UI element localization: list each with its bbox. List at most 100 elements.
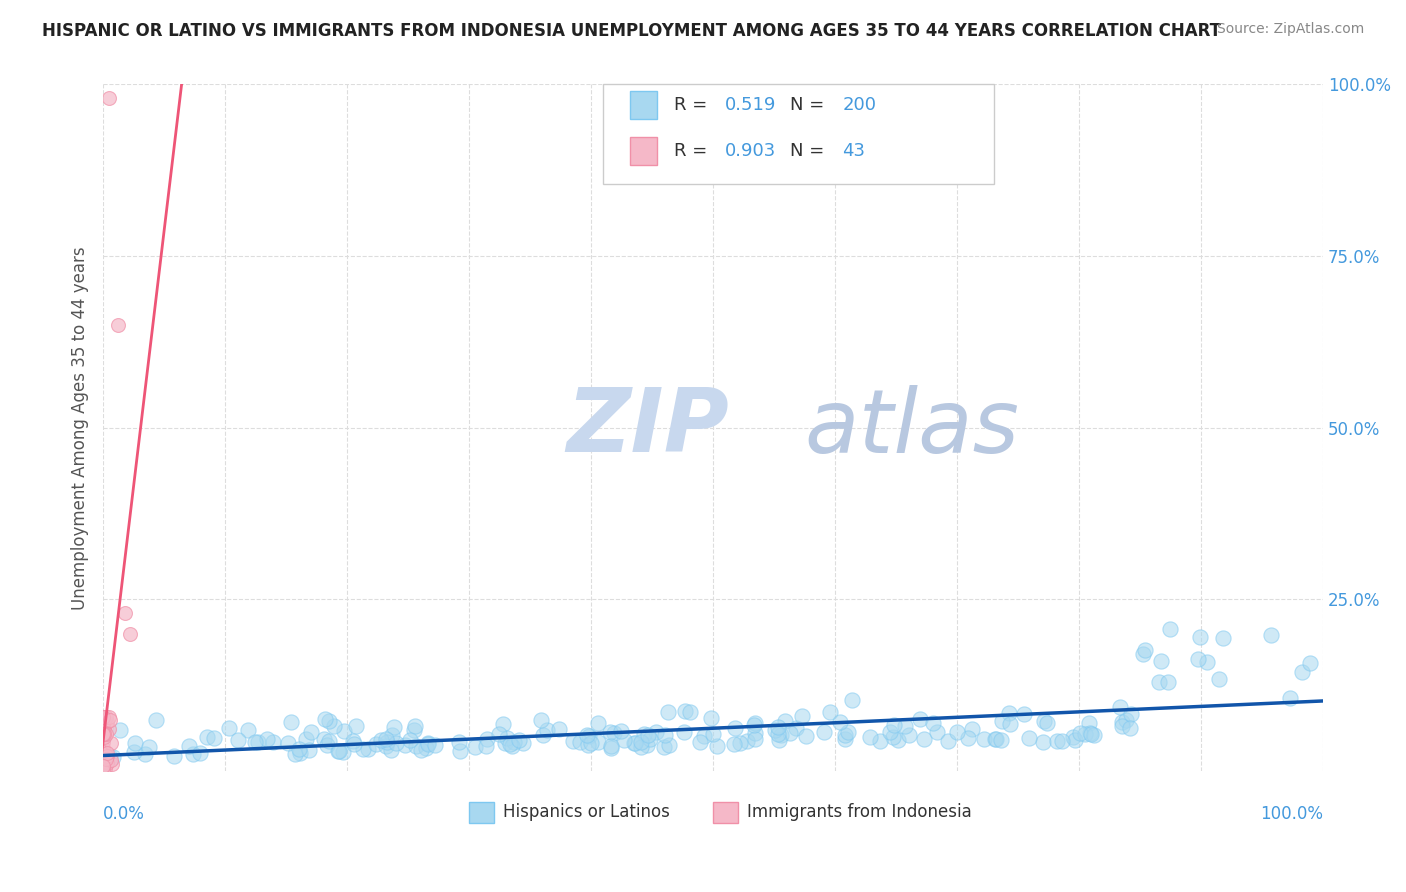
Point	[100, 753, 122, 767]
Point	[785, 722, 807, 736]
Point	[1197, 655, 1219, 669]
Point	[474, 739, 496, 754]
Point	[766, 727, 789, 741]
Point	[779, 726, 801, 740]
Point	[990, 732, 1012, 747]
Point	[644, 725, 666, 739]
Point	[93, 713, 115, 727]
Point	[93, 724, 115, 739]
Point	[912, 731, 935, 746]
Point	[894, 719, 917, 733]
Point	[1035, 716, 1057, 731]
Point	[1109, 700, 1132, 714]
Text: N =: N =	[790, 96, 830, 114]
Point	[107, 318, 129, 332]
Point	[1046, 733, 1069, 747]
Point	[568, 735, 591, 749]
Point	[1149, 675, 1171, 690]
Text: atlas: atlas	[804, 384, 1019, 471]
Point	[299, 725, 322, 739]
Point	[576, 738, 599, 752]
Point	[689, 735, 711, 749]
Text: N =: N =	[790, 142, 830, 160]
Point	[673, 704, 696, 718]
Point	[887, 733, 910, 747]
Point	[633, 727, 655, 741]
Point	[1069, 726, 1091, 740]
Point	[1083, 728, 1105, 742]
Point	[262, 734, 284, 748]
Point	[637, 728, 659, 742]
Point	[277, 736, 299, 750]
Point	[416, 737, 439, 751]
Point	[328, 743, 350, 757]
Point	[384, 736, 406, 750]
Point	[114, 606, 136, 620]
Point	[700, 711, 723, 725]
Point	[1299, 656, 1322, 670]
Point	[859, 730, 882, 744]
Point	[728, 736, 751, 750]
Point	[561, 733, 583, 747]
Point	[375, 734, 398, 748]
Point	[399, 733, 422, 747]
Point	[576, 728, 599, 742]
Point	[1115, 713, 1137, 727]
Point	[1064, 733, 1087, 747]
Point	[91, 764, 114, 778]
Y-axis label: Unemployment Among Ages 35 to 44 years: Unemployment Among Ages 35 to 44 years	[72, 246, 89, 609]
Point	[578, 729, 600, 743]
Point	[502, 735, 524, 749]
Point	[927, 725, 949, 739]
Point	[91, 748, 114, 763]
Point	[636, 738, 658, 752]
Point	[91, 727, 114, 741]
Point	[342, 733, 364, 747]
Bar	[630, 91, 657, 119]
Point	[938, 733, 960, 747]
Point	[288, 746, 311, 760]
Point	[1119, 707, 1142, 722]
Text: 0.903: 0.903	[725, 142, 776, 160]
Text: 100.0%: 100.0%	[1260, 805, 1323, 823]
Point	[195, 730, 218, 744]
Point	[1187, 651, 1209, 665]
Point	[1150, 654, 1173, 668]
Point	[1157, 675, 1180, 690]
Point	[1291, 665, 1313, 680]
Point	[284, 747, 307, 761]
Point	[1032, 734, 1054, 748]
Point	[679, 705, 702, 719]
Point	[723, 737, 745, 751]
Point	[588, 734, 610, 748]
Point	[946, 724, 969, 739]
Point	[898, 728, 921, 742]
Point	[382, 720, 405, 734]
Point	[218, 721, 240, 735]
Point	[530, 713, 553, 727]
Point	[96, 747, 118, 761]
Point	[997, 706, 1019, 720]
Point	[93, 764, 115, 778]
Point	[93, 761, 115, 775]
Point	[1133, 642, 1156, 657]
Point	[630, 735, 652, 749]
Point	[298, 743, 321, 757]
Point	[922, 716, 945, 731]
Point	[202, 731, 225, 745]
Point	[138, 740, 160, 755]
Point	[256, 731, 278, 746]
Point	[673, 724, 696, 739]
Bar	[713, 802, 738, 822]
Text: R =: R =	[673, 142, 713, 160]
Point	[488, 727, 510, 741]
Point	[763, 723, 786, 737]
Point	[93, 745, 115, 759]
Point	[404, 719, 426, 733]
Point	[93, 730, 115, 744]
Point	[402, 723, 425, 737]
Point	[600, 739, 623, 754]
Point	[91, 728, 114, 742]
Point	[316, 738, 339, 752]
Point	[332, 745, 354, 759]
